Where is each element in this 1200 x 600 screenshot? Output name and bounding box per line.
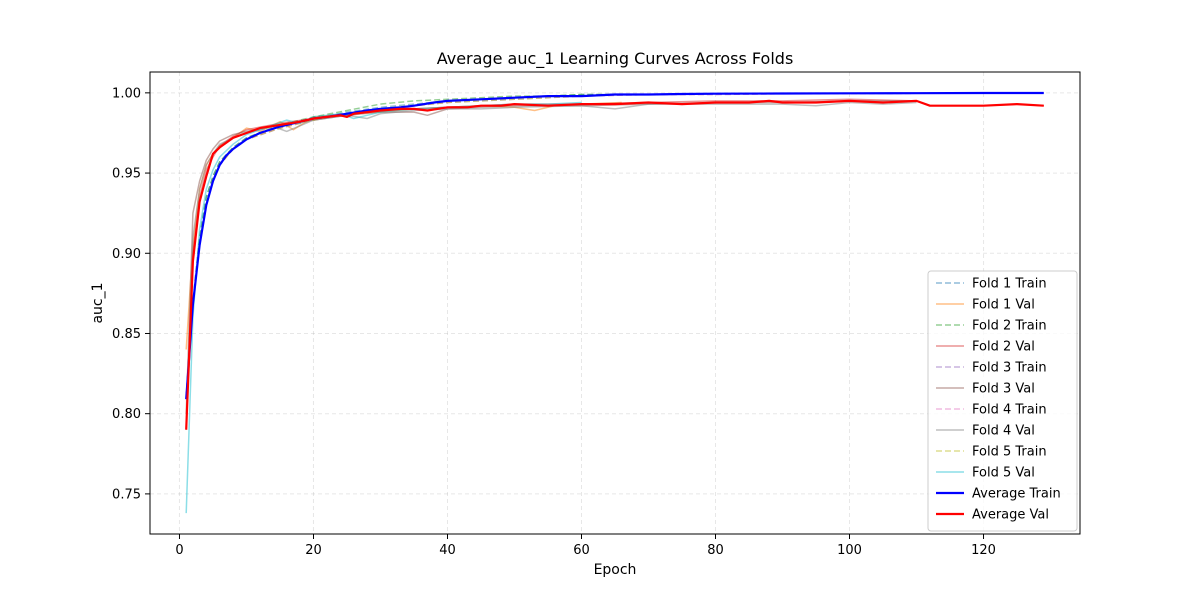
legend-label: Average Train (972, 487, 1061, 502)
x-tick-label: 40 (439, 543, 456, 558)
chart-title: Average auc_1 Learning Curves Across Fol… (437, 49, 794, 69)
legend-label: Fold 1 Train (972, 277, 1047, 292)
legend-box (927, 270, 1078, 532)
y-tick-label: 0.80 (112, 407, 141, 422)
legend-label: Fold 5 Train (972, 445, 1047, 460)
series-line-average-train (185, 91, 1044, 400)
grid-lines (150, 72, 1080, 534)
x-tick-label: 0 (175, 543, 183, 558)
legend-label: Fold 3 Train (972, 361, 1047, 376)
y-tick-label: 0.95 (112, 167, 141, 182)
series-line-average-val (185, 99, 1044, 430)
y-tick-label: 0.85 (112, 327, 141, 342)
x-tick-label: 20 (305, 543, 322, 558)
legend-label: Fold 4 Train (972, 403, 1047, 418)
legend-label: Fold 5 Val (972, 466, 1035, 481)
series-line-fold-5-train (185, 95, 582, 398)
x-axis-title: Epoch (594, 562, 637, 578)
plot-frame (149, 71, 1081, 535)
x-tick-label: 120 (971, 543, 996, 558)
legend-label: Fold 4 Val (972, 424, 1035, 439)
legend-label: Fold 1 Val (972, 298, 1035, 313)
y-axis-title: auc_1 (90, 282, 106, 323)
y-tick-label: 0.90 (112, 247, 141, 262)
x-tick-label: 60 (573, 543, 590, 558)
y-axis: 0.75 0.80 0.85 0.90 0.95 1.00 (112, 86, 150, 502)
x-axis: 0 20 40 60 80 100 120 (175, 534, 996, 558)
x-tick-label: 100 (837, 543, 862, 558)
legend-label: Fold 2 Val (972, 340, 1035, 355)
plot-area (185, 91, 1044, 514)
legend: Fold 1 Train Fold 1 Val Fold 2 Train Fold 2… (927, 270, 1078, 532)
y-tick-label: 0.75 (112, 487, 141, 502)
x-tick-label: 80 (707, 543, 724, 558)
legend-label: Average Val (972, 508, 1049, 523)
y-tick-label: 1.00 (112, 86, 141, 101)
legend-label: Fold 2 Train (972, 319, 1047, 334)
legend-label: Fold 3 Val (972, 382, 1035, 397)
